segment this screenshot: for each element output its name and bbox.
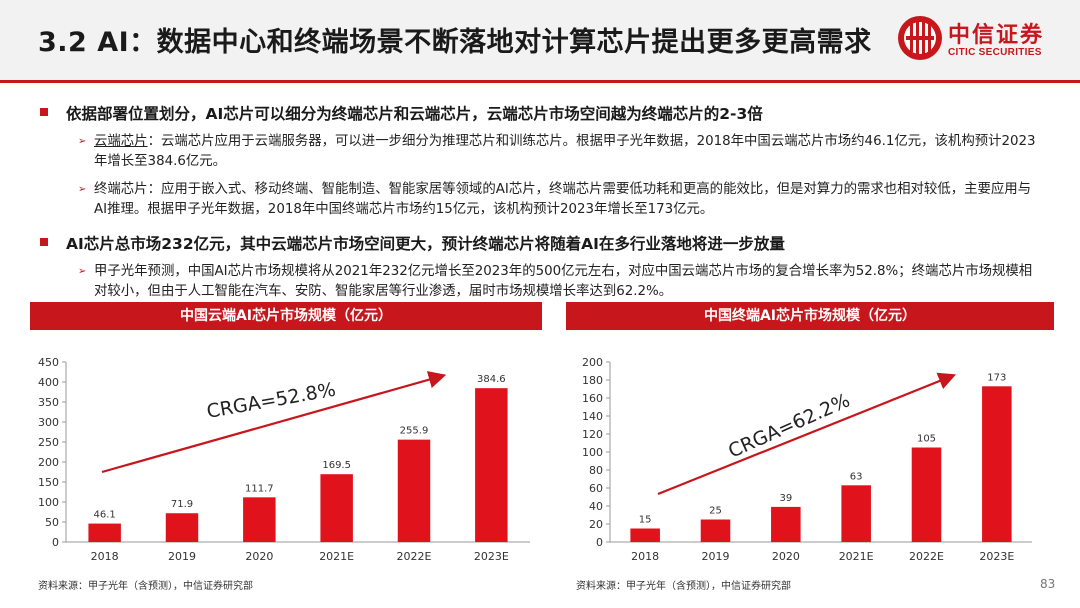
y-tick-label: 180 <box>582 374 603 387</box>
citic-emblem-icon <box>898 16 942 60</box>
bullet-text: 依据部署位置划分，AI芯片可以细分为终端芯片和云端芯片，云端芯片市场空间越为终端… <box>66 105 763 123</box>
y-tick-label: 100 <box>38 496 59 509</box>
bar <box>165 513 199 542</box>
bullet-text: 甲子光年预测，中国AI芯片市场规模将从2021年232亿元增长至2023年的50… <box>94 264 1033 299</box>
x-tick-label: 2021E <box>839 550 874 563</box>
y-tick-label: 200 <box>582 356 603 369</box>
arrow-bullet-icon: ➢ <box>78 184 87 195</box>
y-tick-label: 400 <box>38 376 59 389</box>
bar <box>911 447 942 542</box>
x-tick-label: 2018 <box>631 550 659 563</box>
y-tick-label: 140 <box>582 410 603 423</box>
arrow-bullet-icon: ➢ <box>78 266 87 277</box>
source-note: 资料来源：甲子光年（含预测），中信证券研究部 <box>38 581 253 592</box>
bar <box>841 485 871 542</box>
bar-value-label: 46.1 <box>94 510 116 521</box>
y-tick-label: 0 <box>52 536 59 549</box>
y-tick-label: 0 <box>596 536 603 549</box>
edge-chip-bar-chart: 0 20 40 60 80 100 120 140 160 180 200 15 2018 25 2019 3… <box>582 356 1032 563</box>
y-tick-label: 100 <box>582 446 603 459</box>
y-tick-label: 200 <box>38 456 59 469</box>
y-tick-label: 50 <box>45 516 59 529</box>
x-tick-label: 2019 <box>702 550 730 563</box>
x-tick-label: 2019 <box>168 550 196 563</box>
bar-value-label: 25 <box>709 506 722 517</box>
y-tick-label: 40 <box>589 500 603 513</box>
y-tick-label: 300 <box>38 416 59 429</box>
square-bullet-icon <box>40 108 48 116</box>
trend-arrow <box>101 371 447 474</box>
term-edge-chip: 终端芯片 <box>94 182 148 197</box>
term-cloud-chip: 云端芯片 <box>94 134 148 149</box>
logo-chinese-name: 中信证券 <box>948 23 1045 48</box>
bar <box>88 523 121 542</box>
bullet-text: ：应用于嵌入式、移动终端、智能制造、智能家居等领域的AI芯片，终端芯片需要低功耗… <box>94 182 1032 217</box>
x-tick-label: 2022E <box>397 550 432 563</box>
bullet-text: AI芯片总市场232亿元，其中云端芯片市场空间更大，预计终端芯片将随着AI在多行… <box>66 235 785 253</box>
x-tick-label: 2023E <box>979 550 1014 563</box>
page-title: 3.2 AI：数据中心和终端场景不断落地对计算芯片提出更多更高需求 <box>38 27 872 58</box>
square-bullet-icon <box>40 238 48 246</box>
y-tick-label: 60 <box>589 482 603 495</box>
bar-value-label: 255.9 <box>400 426 429 437</box>
chart-title-edge: 中国终端AI芯片市场规模（亿元） <box>566 302 1054 330</box>
bar-value-label: 111.7 <box>245 483 274 494</box>
x-tick-label: 2022E <box>909 550 944 563</box>
trend-arrow <box>657 372 957 496</box>
page-number: 83 <box>1040 577 1056 591</box>
bar <box>630 528 660 542</box>
logo-english-name: CITIC SECURITIES <box>948 47 1042 58</box>
x-tick-label: 2023E <box>474 550 509 563</box>
company-logo: 中信证券 CITIC SECURITIES <box>896 14 1066 66</box>
y-tick-label: 120 <box>582 428 603 441</box>
y-tick-label: 350 <box>38 396 59 409</box>
bar-value-label: 15 <box>639 515 652 526</box>
arrow-bullet-icon: ➢ <box>78 136 87 147</box>
bar <box>700 519 731 542</box>
x-tick-label: 2018 <box>91 550 119 563</box>
bar-value-label: 63 <box>850 471 863 482</box>
header-divider <box>0 80 1080 83</box>
bullet-secondary: ➢ 甲子光年预测，中国AI芯片市场规模将从2021年232亿元增长至2023年的… <box>78 262 1038 302</box>
bar <box>243 497 276 542</box>
bar <box>397 439 431 542</box>
bullet-primary: 依据部署位置划分，AI芯片可以细分为终端芯片和云端芯片，云端芯片市场空间越为终端… <box>40 102 763 124</box>
chart-title-cloud: 中国云端AI芯片市场规模（亿元） <box>30 302 542 330</box>
x-tick-label: 2020 <box>772 550 800 563</box>
bar <box>320 474 353 542</box>
bar <box>982 386 1012 542</box>
bar <box>771 506 801 542</box>
bar-value-label: 384.6 <box>477 374 506 385</box>
bar <box>475 388 508 542</box>
cloud-chip-bar-chart: 0 50 100 150 200 250 300 350 400 450 46.1 2018 71.9 2… <box>38 356 530 563</box>
y-tick-label: 450 <box>38 356 59 369</box>
bullet-primary: AI芯片总市场232亿元，其中云端芯片市场空间更大，预计终端芯片将随着AI在多行… <box>40 232 785 254</box>
bar-value-label: 169.5 <box>322 460 351 471</box>
cagr-annotation: CRGA=62.2% <box>725 389 853 462</box>
y-tick-label: 80 <box>589 464 603 477</box>
bar-value-label: 71.9 <box>171 499 193 510</box>
bullet-secondary: ➢ 云端芯片：云端芯片应用于云端服务器，可以进一步细分为推理芯片和训练芯片。根据… <box>78 132 1038 172</box>
bar-value-label: 105 <box>917 434 936 445</box>
bullet-text: ：云端芯片应用于云端服务器，可以进一步细分为推理芯片和训练芯片。根据甲子光年数据… <box>94 134 1036 169</box>
y-tick-label: 150 <box>38 476 59 489</box>
y-tick-label: 160 <box>582 392 603 405</box>
y-tick-label: 250 <box>38 436 59 449</box>
y-tick-label: 20 <box>589 518 603 531</box>
bar-value-label: 39 <box>779 493 792 504</box>
x-tick-label: 2020 <box>245 550 273 563</box>
bullet-secondary: ➢ 终端芯片：应用于嵌入式、移动终端、智能制造、智能家居等领域的AI芯片，终端芯… <box>78 180 1038 220</box>
source-note: 资料来源：甲子光年（含预测），中信证券研究部 <box>576 581 791 592</box>
bar-value-label: 173 <box>987 372 1006 383</box>
cagr-annotation: CRGA=52.8% <box>205 379 337 423</box>
x-tick-label: 2021E <box>319 550 354 563</box>
